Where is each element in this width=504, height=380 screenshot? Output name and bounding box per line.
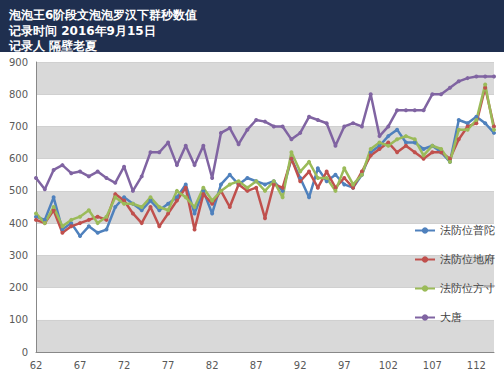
svg-text:记录时间 2016年9月15日: 记录时间 2016年9月15日 xyxy=(8,24,156,38)
svg-text:200: 200 xyxy=(9,282,28,293)
svg-text:100: 100 xyxy=(9,314,28,325)
svg-text:700: 700 xyxy=(9,121,28,132)
svg-text:法防位方寸: 法防位方寸 xyxy=(440,282,495,295)
svg-text:300: 300 xyxy=(9,250,28,261)
svg-text:法防位普陀: 法防位普陀 xyxy=(440,224,495,237)
svg-text:500: 500 xyxy=(9,185,28,196)
svg-text:900: 900 xyxy=(9,57,28,68)
svg-text:400: 400 xyxy=(9,218,28,229)
svg-text:92: 92 xyxy=(294,360,307,371)
svg-text:记录人 隔壁老夏: 记录人 隔壁老夏 xyxy=(8,39,97,53)
svg-text:大唐: 大唐 xyxy=(440,311,462,324)
svg-text:82: 82 xyxy=(206,360,219,371)
svg-text:62: 62 xyxy=(30,360,43,371)
svg-text:600: 600 xyxy=(9,153,28,164)
svg-text:77: 77 xyxy=(162,360,175,371)
svg-text:法防位地府: 法防位地府 xyxy=(440,253,495,266)
svg-text:112: 112 xyxy=(467,360,486,371)
svg-text:67: 67 xyxy=(74,360,87,371)
svg-text:97: 97 xyxy=(338,360,351,371)
svg-text:72: 72 xyxy=(118,360,131,371)
svg-text:0: 0 xyxy=(22,347,28,358)
svg-text:87: 87 xyxy=(250,360,263,371)
svg-text:107: 107 xyxy=(423,360,442,371)
svg-text:800: 800 xyxy=(9,89,28,100)
svg-text:泡泡王6阶段文泡泡罗汉下群秒数值: 泡泡王6阶段文泡泡罗汉下群秒数值 xyxy=(8,8,197,22)
svg-text:102: 102 xyxy=(379,360,398,371)
